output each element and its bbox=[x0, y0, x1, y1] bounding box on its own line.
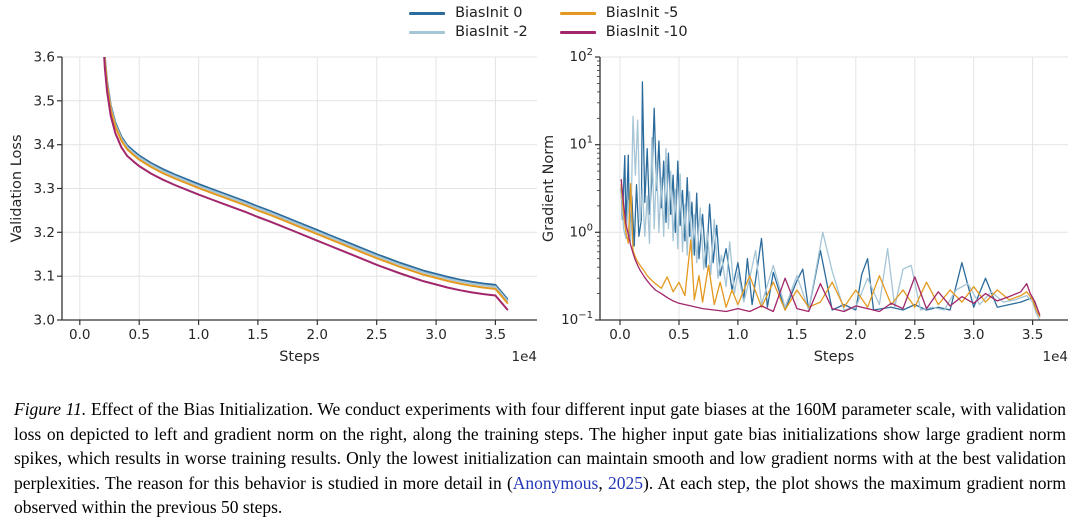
y-tick-label: 3.4 bbox=[34, 137, 55, 153]
y-tick-label: 3.0 bbox=[34, 313, 55, 329]
y-tick-label: 101 bbox=[569, 135, 593, 153]
x-tick-label: 3.5 bbox=[485, 327, 506, 343]
x-tick-label: 2.0 bbox=[307, 327, 328, 343]
x-axis-label: Steps bbox=[814, 349, 855, 365]
x-axis-offset-label: 1e4 bbox=[512, 349, 537, 365]
series-line-biasinit--5 bbox=[620, 182, 1041, 318]
legend: BiasInit 0 BiasInit -5 BiasInit -2 BiasI… bbox=[409, 5, 688, 40]
x-axis-offset-label: 1e4 bbox=[1043, 349, 1068, 365]
legend-swatch-biasinit-2 bbox=[409, 30, 446, 34]
legend-swatch-biasinit-10 bbox=[559, 30, 596, 34]
x-tick-label: 1.5 bbox=[786, 327, 807, 343]
x-axis-label: Steps bbox=[279, 349, 320, 365]
y-tick-label: 100 bbox=[569, 222, 593, 240]
series-line-biasinit--2 bbox=[103, 57, 509, 302]
legend-label-biasinit-10: BiasInit -10 bbox=[605, 24, 688, 40]
x-tick-label: 3.5 bbox=[1022, 327, 1043, 343]
caption-cite-separator: , bbox=[598, 472, 608, 493]
y-tick-label: 3.3 bbox=[34, 181, 55, 197]
legend-item-biasinit-2: BiasInit -2 bbox=[409, 24, 528, 40]
y-axis-label: Validation Loss bbox=[9, 134, 25, 242]
legend-item-biasinit-5: BiasInit -5 bbox=[559, 5, 688, 21]
x-tick-label: 0.5 bbox=[668, 327, 689, 343]
series-line-biasinit--2 bbox=[620, 115, 1041, 320]
y-axis-label: Gradient Norm bbox=[541, 135, 557, 242]
legend-item-biasinit-0: BiasInit 0 bbox=[409, 5, 528, 21]
citation-author-link[interactable]: Anonymous bbox=[512, 472, 599, 493]
y-tick-label: 3.5 bbox=[34, 93, 55, 109]
y-tick-label: 10−1 bbox=[561, 310, 593, 328]
legend-swatch-biasinit-0 bbox=[409, 11, 446, 15]
x-tick-label: 0.0 bbox=[609, 327, 630, 343]
series-line-biasinit--10 bbox=[103, 57, 509, 311]
x-tick-label: 0.0 bbox=[69, 327, 90, 343]
legend-label-biasinit-2: BiasInit -2 bbox=[455, 24, 528, 40]
legend-label-biasinit-0: BiasInit 0 bbox=[455, 5, 523, 21]
x-tick-label: 3.0 bbox=[425, 327, 446, 343]
citation-year-link[interactable]: 2025 bbox=[608, 472, 643, 493]
x-tick-label: 2.5 bbox=[366, 327, 387, 343]
validation-loss-chart: 0.0 0.5 1.0 1.5 2.0 2.5 3.0 3.5 3.0 3.1 3.2 3.3 3.4 3… bbox=[9, 50, 537, 365]
series-line-biasinit--5 bbox=[103, 57, 509, 304]
y-tick-label: 3.2 bbox=[34, 225, 55, 241]
series-line-biasinit-0 bbox=[620, 81, 1041, 318]
x-tick-label: 1.0 bbox=[727, 327, 748, 343]
y-tick-label: 102 bbox=[569, 47, 593, 65]
legend-item-biasinit-10: BiasInit -10 bbox=[559, 24, 688, 40]
y-tick-label: 3.1 bbox=[34, 269, 55, 285]
figure-caption: Figure 11. Effect of the Bias Initializa… bbox=[14, 397, 1066, 520]
y-tick-label: 3.6 bbox=[34, 50, 55, 66]
x-tick-label: 1.0 bbox=[188, 327, 209, 343]
figure-label: Figure 11. bbox=[14, 399, 87, 419]
legend-label-biasinit-5: BiasInit -5 bbox=[605, 5, 679, 21]
x-tick-label: 2.5 bbox=[904, 327, 925, 343]
plots-row: 0.0 0.5 1.0 1.5 2.0 2.5 3.0 3.5 3.0 3.1 3.2 3.3 3.4 3… bbox=[0, 40, 1080, 392]
x-tick-label: 2.0 bbox=[845, 327, 866, 343]
gradient-norm-chart: 0.0 0.5 1.0 1.5 2.0 2.5 3.0 3.5 10−1 100 101 102 Ste… bbox=[541, 47, 1068, 365]
x-tick-label: 3.0 bbox=[963, 327, 984, 343]
caption-text-1: Effect of the Bias Initialization. We co… bbox=[14, 399, 1066, 493]
x-tick-label: 1.5 bbox=[247, 327, 268, 343]
x-tick-label: 0.5 bbox=[128, 327, 149, 343]
legend-swatch-biasinit-5 bbox=[559, 11, 596, 15]
series-line-biasinit--10 bbox=[620, 178, 1041, 316]
caption-text-2: ). At each step, the plot shows the maxi… bbox=[14, 472, 1066, 518]
series-line-biasinit-0 bbox=[103, 57, 509, 300]
